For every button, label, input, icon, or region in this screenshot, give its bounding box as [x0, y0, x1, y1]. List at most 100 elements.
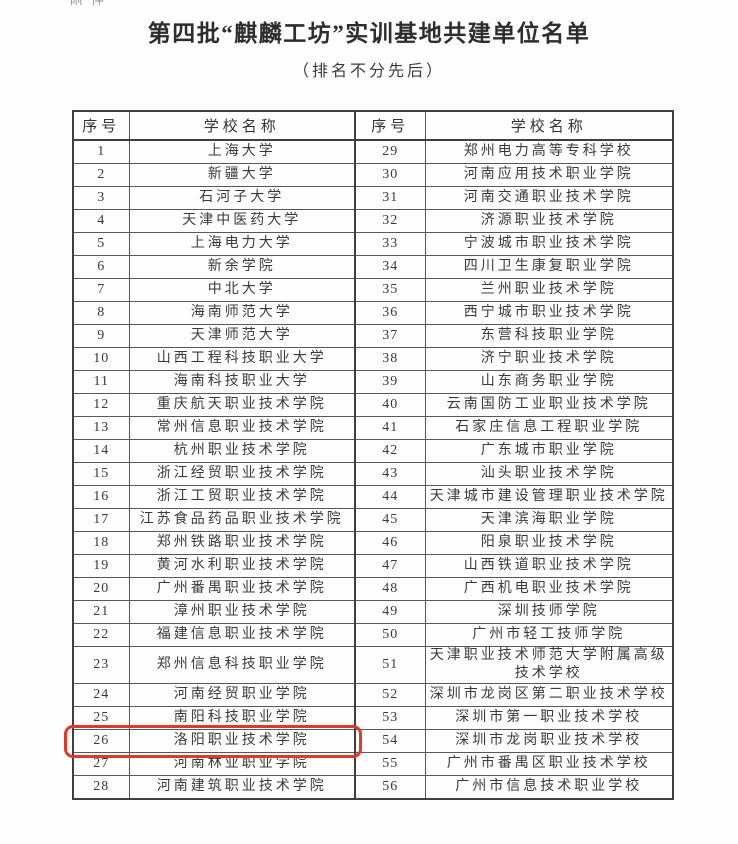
serial-number-cell: 21 [72, 600, 130, 624]
table-body: 1 上海大学 29 郑州电力高等专科学校 2 新疆大学 30 河南应用技术职业学院 3 石河子大学… [72, 139, 674, 800]
serial-number-cell: 34 [354, 255, 426, 279]
school-name-cell: 广州市番禺区职业技术学校 [424, 752, 674, 777]
table-row: 15 浙江经贸职业技术学院 43 汕头职业技术学院 [72, 462, 674, 486]
school-name-cell: 广西机电职业技术学院 [424, 577, 674, 601]
school-name-cell: 上海大学 [128, 139, 356, 164]
serial-number-cell: 38 [354, 347, 426, 371]
serial-number-cell: 15 [72, 462, 130, 486]
serial-number-cell: 4 [72, 209, 130, 233]
serial-number-cell: 56 [354, 775, 426, 800]
serial-number-cell: 22 [72, 623, 130, 647]
school-name-cell: 济宁职业技术学院 [424, 347, 674, 371]
serial-number-cell: 26 [72, 729, 130, 754]
serial-number-cell: 31 [354, 186, 426, 210]
serial-number-cell: 23 [72, 645, 130, 685]
serial-number-cell: 40 [354, 393, 426, 417]
serial-number-cell: 49 [354, 600, 426, 624]
school-name-cell: 广州市轻工技师学院 [424, 623, 674, 647]
serial-number-cell: 12 [72, 393, 130, 417]
school-name-cell: 山西铁道职业技术学院 [424, 554, 674, 578]
serial-number-cell: 30 [354, 163, 426, 187]
serial-number-cell: 5 [72, 232, 130, 256]
school-name-cell: 洛阳职业技术学院 [128, 729, 356, 754]
serial-number-cell: 33 [354, 232, 426, 256]
school-name-cell: 海南师范大学 [128, 301, 356, 325]
serial-number-cell: 18 [72, 531, 130, 555]
school-name-cell: 汕头职业技术学院 [424, 462, 674, 486]
school-name-cell: 海南科技职业大学 [128, 370, 356, 394]
table-row: 24 河南经贸职业学院 52 深圳市龙岗区第二职业技术学校 [72, 683, 674, 708]
school-name-cell: 上海电力大学 [128, 232, 356, 256]
serial-number-cell: 8 [72, 301, 130, 325]
table-row: 2 新疆大学 30 河南应用技术职业学院 [72, 163, 674, 187]
school-name-cell: 中北大学 [128, 278, 356, 302]
serial-number-cell: 27 [72, 752, 130, 777]
school-name-cell: 江苏食品药品职业技术学院 [128, 508, 356, 532]
school-name-cell: 漳州职业技术学院 [128, 600, 356, 624]
page-subtitle: （排名不分先后） [292, 63, 445, 80]
table-row: 19 黄河水利职业技术学院 47 山西铁道职业技术学院 [72, 554, 674, 578]
school-name-cell: 浙江经贸职业技术学院 [128, 462, 356, 486]
school-name-cell: 郑州铁路职业技术学院 [128, 531, 356, 555]
serial-number-cell: 44 [354, 485, 426, 509]
table-row: 25 南阳科技职业学院 53 深圳市第一职业技术学校 [72, 706, 674, 731]
serial-number-cell: 32 [354, 209, 426, 233]
serial-number-cell: 45 [354, 508, 426, 532]
serial-number-cell: 20 [72, 577, 130, 601]
serial-number-cell: 17 [72, 508, 130, 532]
serial-number-cell: 55 [354, 752, 426, 777]
serial-number-cell: 53 [354, 706, 426, 731]
school-name-cell: 郑州信息科技职业学院 [128, 645, 356, 685]
school-name-cell: 河南建筑职业技术学院 [128, 775, 356, 800]
serial-number-cell: 11 [72, 370, 130, 394]
school-name-cell: 河南林业职业学院 [128, 752, 356, 777]
serial-number-cell: 28 [72, 775, 130, 800]
table-row: 12 重庆航天职业技术学院 40 云南国防工业职业技术学院 [72, 393, 674, 417]
school-name-cell: 天津职业技术师范大学附属高级技术学校 [424, 645, 674, 685]
school-name-cell: 南阳科技职业学院 [128, 706, 356, 731]
school-name-cell: 深圳技师学院 [424, 600, 674, 624]
serial-number-cell: 54 [354, 729, 426, 754]
serial-number-cell: 16 [72, 485, 130, 509]
school-name-cell: 广州番禺职业技术学院 [128, 577, 356, 601]
serial-number-cell: 10 [72, 347, 130, 371]
serial-number-cell: 47 [354, 554, 426, 578]
serial-number-cell: 3 [72, 186, 130, 210]
table-row: 20 广州番禺职业技术学院 48 广西机电职业技术学院 [72, 577, 674, 601]
serial-number-cell: 19 [72, 554, 130, 578]
school-name-cell: 河南经贸职业学院 [128, 683, 356, 708]
serial-number-cell: 9 [72, 324, 130, 348]
table-row: 27 河南林业职业学院 55 广州市番禺区职业技术学校 [72, 752, 674, 777]
serial-number-cell: 35 [354, 278, 426, 302]
serial-number-cell: 48 [354, 577, 426, 601]
school-name-cell: 深圳市第一职业技术学校 [424, 706, 674, 731]
serial-number-cell: 29 [354, 139, 426, 164]
serial-number-cell: 50 [354, 623, 426, 647]
serial-number-cell: 6 [72, 255, 130, 279]
header-serial-left: 序号 [72, 110, 130, 141]
school-name-cell: 广东城市职业学院 [424, 439, 674, 463]
table-row: 23 郑州信息科技职业学院 51 天津职业技术师范大学附属高级技术学校 [72, 645, 674, 685]
school-name-cell: 兰州职业技术学院 [424, 278, 674, 302]
serial-number-cell: 25 [72, 706, 130, 731]
serial-number-cell: 46 [354, 531, 426, 555]
table-row: 13 常州信息职业技术学院 41 石家庄信息工程职业学院 [72, 416, 674, 440]
school-name-cell: 福建信息职业技术学院 [128, 623, 356, 647]
school-name-cell: 东营科技职业学院 [424, 324, 674, 348]
serial-number-cell: 51 [354, 645, 426, 685]
table-row: 16 浙江工贸职业技术学院 44 天津城市建设管理职业技术学院 [72, 485, 674, 509]
serial-number-cell: 1 [72, 139, 130, 164]
serial-number-cell: 36 [354, 301, 426, 325]
school-name-cell: 石河子大学 [128, 186, 356, 210]
school-name-cell: 天津滨海职业学院 [424, 508, 674, 532]
table-row: 3 石河子大学 31 河南交通职业技术学院 [72, 186, 674, 210]
header-serial-right: 序号 [354, 110, 426, 141]
table-row: 26 洛阳职业技术学院 54 深圳市龙岗职业技术学校 [72, 729, 674, 754]
header-school-left: 学校名称 [128, 110, 356, 141]
page-title: 第四批“麒麟工坊”实训基地共建单位名单 [147, 21, 591, 46]
school-name-cell: 黄河水利职业技术学院 [128, 554, 356, 578]
table-row: 22 福建信息职业技术学院 50 广州市轻工技师学院 [72, 623, 674, 647]
school-name-cell: 郑州电力高等专科学校 [424, 139, 674, 164]
table-row: 21 漳州职业技术学院 49 深圳技师学院 [72, 600, 674, 624]
school-name-cell: 宁波城市职业技术学院 [424, 232, 674, 256]
